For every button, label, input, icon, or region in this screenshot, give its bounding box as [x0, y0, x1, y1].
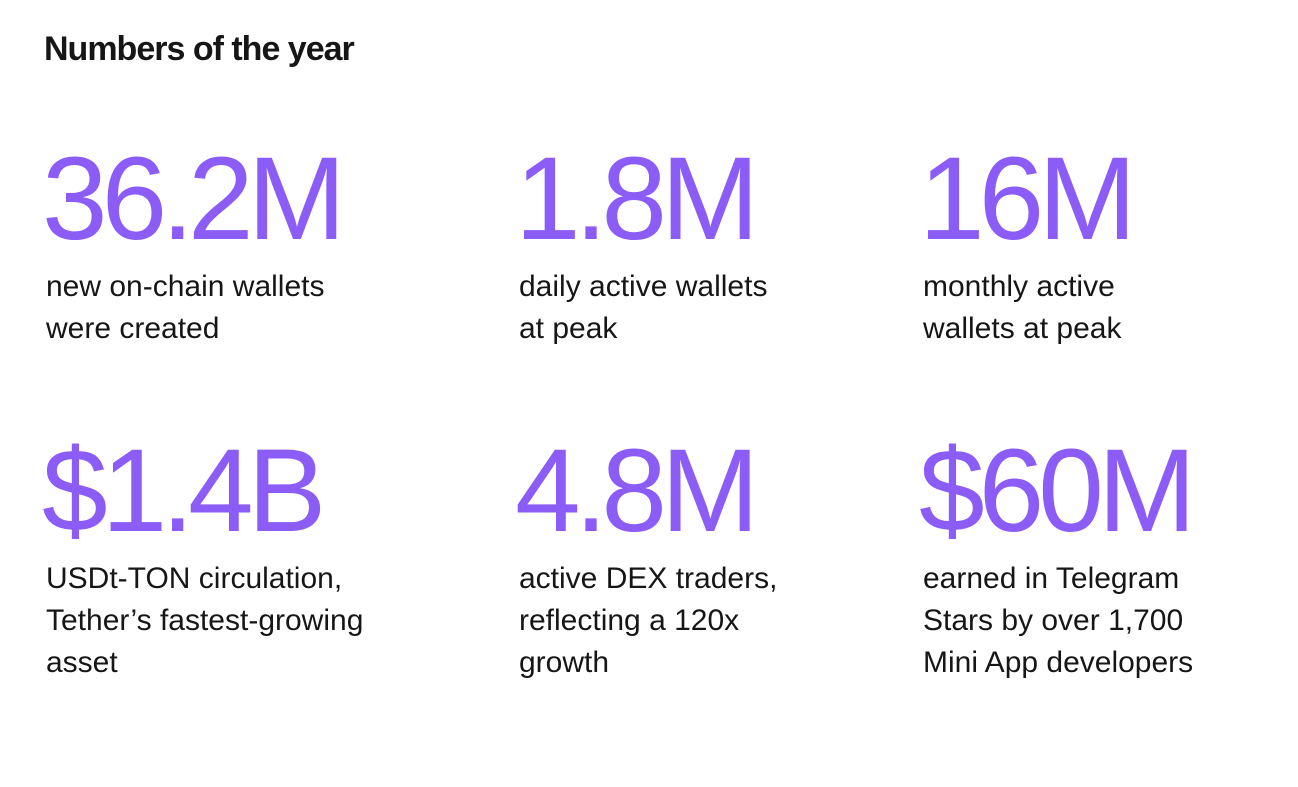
stat-description: daily active wallets at peak	[519, 270, 768, 345]
stat-description: monthly active wallets at peak	[923, 270, 1122, 345]
stat-card-monthly-active-wallets: 16M monthly active wallets at peak	[919, 140, 1298, 350]
stat-value: 1.8M	[515, 133, 759, 265]
stat-card-new-wallets: 36.2M new on-chain wallets were created	[42, 140, 426, 350]
stat-value: 4.8M	[515, 425, 759, 557]
stat-card-usdt-circulation: $1.4B USDt-TON circulation, Tether’s fas…	[42, 432, 426, 684]
stat-value: 36.2M	[42, 133, 346, 265]
stat-description: USDt-TON circulation, Tether’s fastest-g…	[46, 562, 364, 679]
stat-value: $60M	[919, 425, 1196, 557]
stat-card-dex-traders: 4.8M active DEX traders, reflecting a 12…	[515, 432, 899, 684]
stat-card-telegram-stars: $60M earned in Telegram Stars by over 1,…	[919, 432, 1298, 684]
stat-card-daily-active-wallets: 1.8M daily active wallets at peak	[515, 140, 899, 350]
stat-description: active DEX traders, reflecting a 120x gr…	[519, 562, 778, 679]
stat-description: new on-chain wallets were created	[46, 270, 325, 345]
stat-description: earned in Telegram Stars by over 1,700 M…	[923, 562, 1194, 679]
page-title: Numbers of the year	[44, 30, 355, 68]
stat-value: 16M	[919, 133, 1137, 265]
stat-value: $1.4B	[42, 425, 326, 557]
